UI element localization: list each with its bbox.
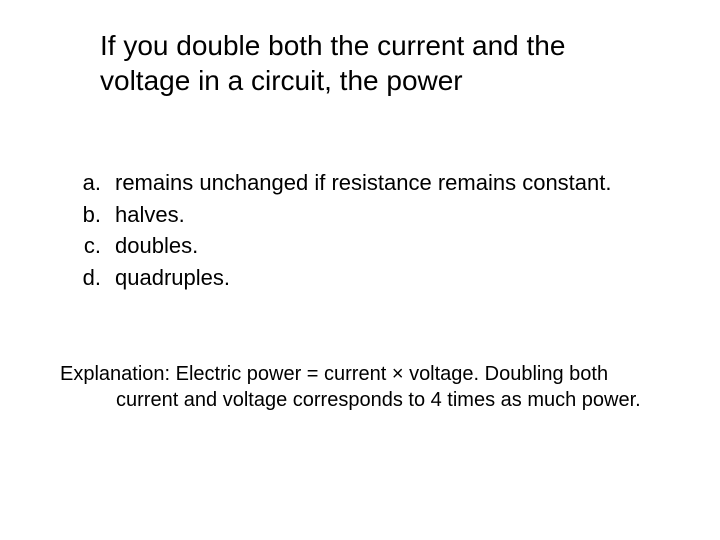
option-text: remains unchanged if resistance remains …: [115, 168, 660, 198]
option-c: c. doubles.: [60, 231, 660, 261]
option-letter: c.: [60, 231, 115, 261]
option-text: halves.: [115, 200, 660, 230]
option-text: doubles.: [115, 231, 660, 261]
option-letter: b.: [60, 200, 115, 230]
question-title: If you double both the current and the v…: [100, 28, 640, 98]
explanation-block: Explanation: Electric power = current × …: [60, 361, 660, 413]
option-letter: d.: [60, 263, 115, 293]
option-text: quadruples.: [115, 263, 660, 293]
option-b: b. halves.: [60, 200, 660, 230]
option-letter: a.: [60, 168, 115, 198]
option-a: a. remains unchanged if resistance remai…: [60, 168, 660, 198]
explanation-text: Explanation: Electric power = current × …: [60, 361, 660, 413]
option-d: d. quadruples.: [60, 263, 660, 293]
options-list: a. remains unchanged if resistance remai…: [60, 168, 660, 293]
